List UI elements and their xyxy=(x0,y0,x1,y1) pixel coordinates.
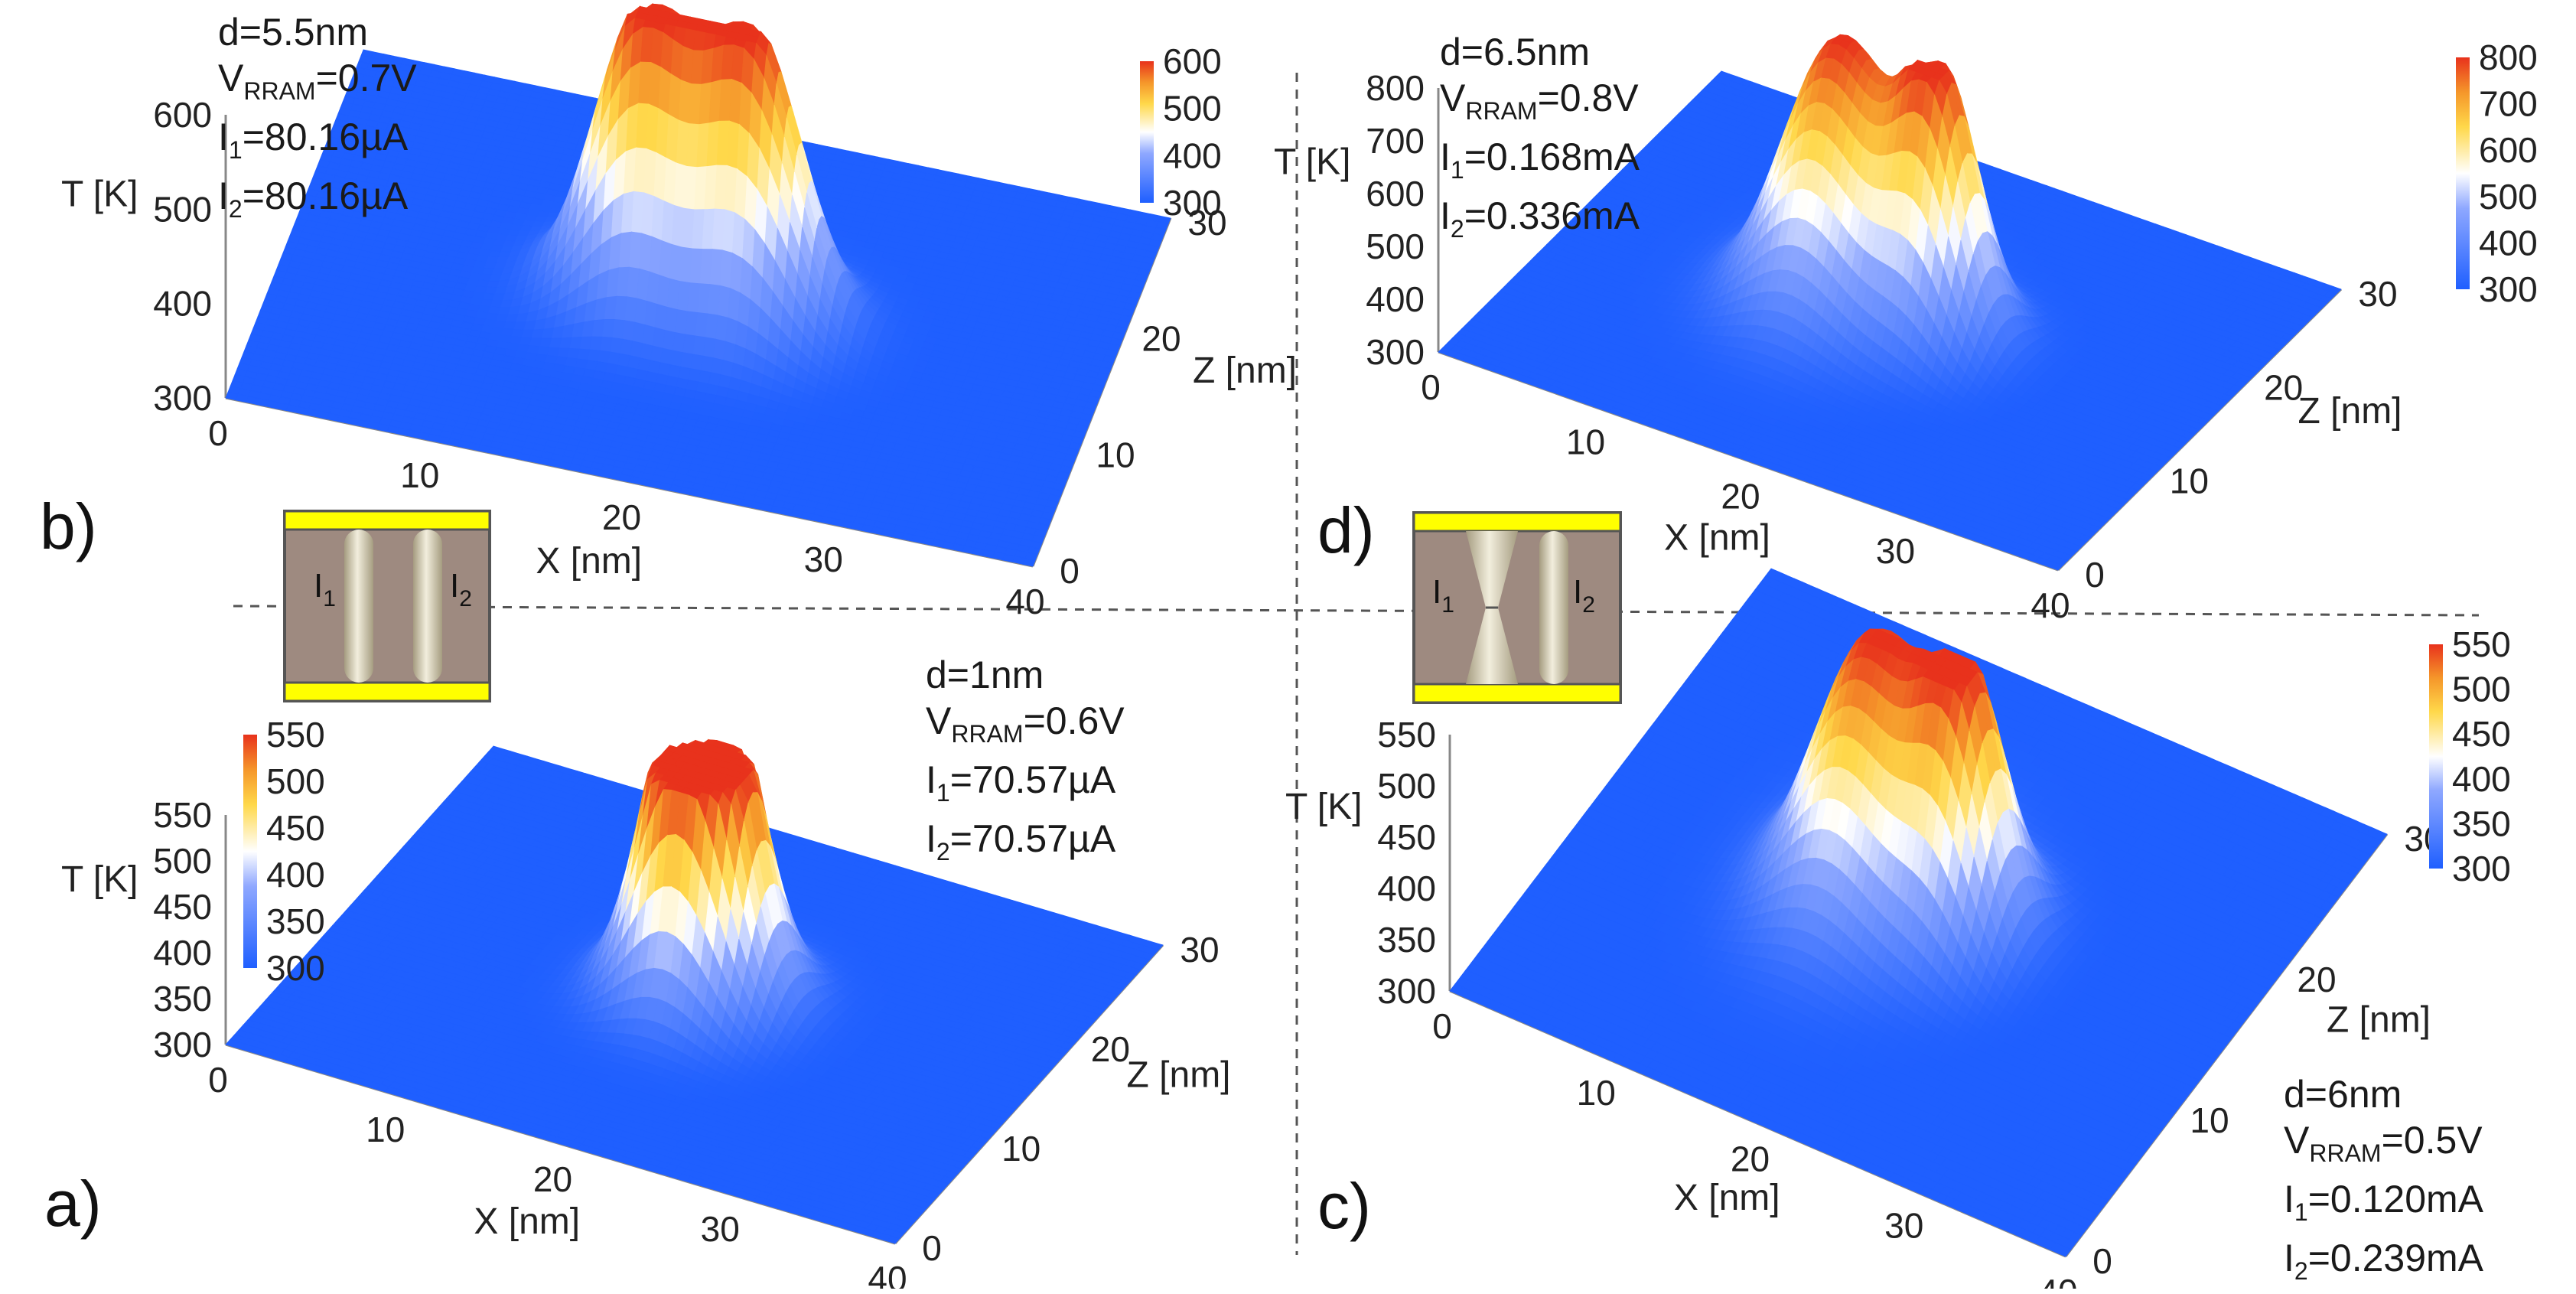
t-axis-label: T [K] xyxy=(61,174,138,215)
colorbar-tick-label: 500 xyxy=(1163,89,1222,129)
z-tick-label: 20 xyxy=(1141,319,1181,359)
x-tick-label: 20 xyxy=(602,497,641,537)
t-tick-label: 500 xyxy=(153,189,212,229)
x-tick-label: 40 xyxy=(1005,582,1044,621)
z-tick-label: 0 xyxy=(1060,551,1080,591)
x-tick-label: 10 xyxy=(400,455,439,495)
colorbar-tick-label: 300 xyxy=(1163,183,1222,223)
colorbar-tick-label: 400 xyxy=(1163,135,1222,175)
t-tick-label: 400 xyxy=(153,284,212,324)
z-tick-label: 10 xyxy=(1096,435,1135,474)
divider-horizontal xyxy=(233,606,2479,615)
t-tick-label: 300 xyxy=(153,378,212,418)
colorbar xyxy=(1140,61,1154,203)
colorbar-tick-label: 600 xyxy=(1163,41,1222,81)
x-tick-label: 0 xyxy=(208,413,228,453)
z-axis-label: Z [nm] xyxy=(1193,350,1297,391)
x-tick-label: 30 xyxy=(804,539,843,579)
x-axis-label: X [nm] xyxy=(536,541,642,582)
t-tick-label: 600 xyxy=(153,95,212,135)
